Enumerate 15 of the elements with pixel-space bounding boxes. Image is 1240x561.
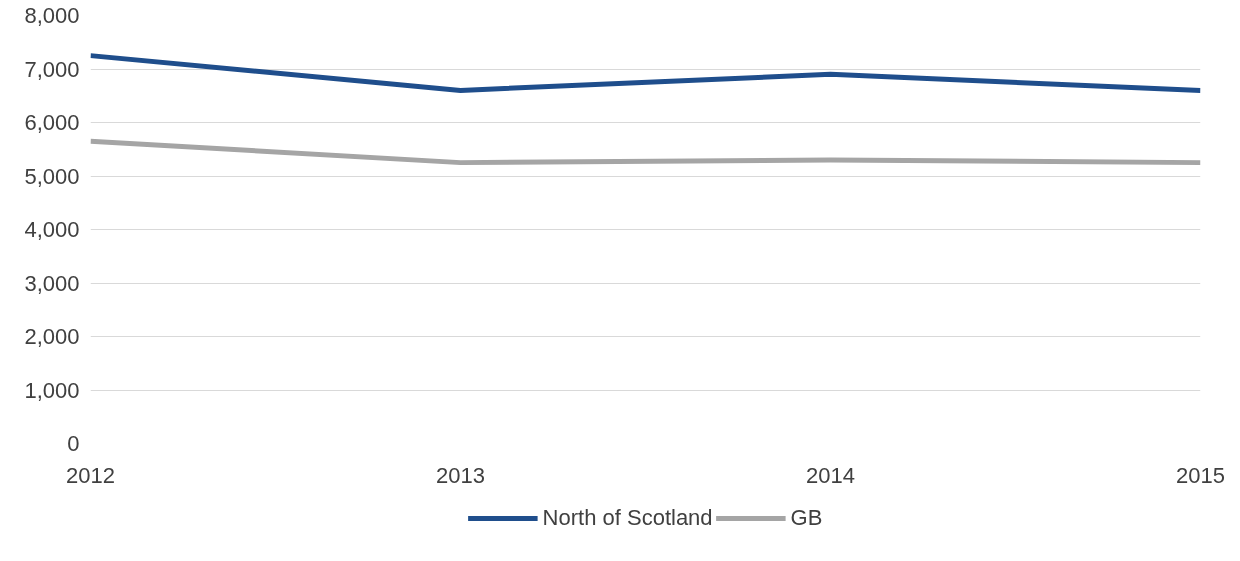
y-tick-label: 2,000 [24, 324, 80, 349]
y-tick-label: 7,000 [24, 56, 80, 82]
y-tick-label: 0 [67, 431, 80, 456]
x-tick-label: 2012 [66, 462, 115, 488]
y-tick-label: 1,000 [24, 377, 80, 403]
y-tick-label: 6,000 [24, 110, 80, 135]
y-tick-label: 8,000 [24, 3, 80, 28]
y-tick-label: 4,000 [24, 217, 80, 242]
legend-label: North of Scotland [542, 504, 713, 531]
y-tick-label: 5,000 [24, 163, 80, 189]
x-tick-label: 2015 [1176, 462, 1225, 488]
x-tick-label: 2013 [436, 462, 485, 488]
legend-label: GB [790, 504, 823, 531]
y-tick-label: 3,000 [24, 270, 80, 296]
x-tick-label: 2014 [806, 462, 855, 488]
